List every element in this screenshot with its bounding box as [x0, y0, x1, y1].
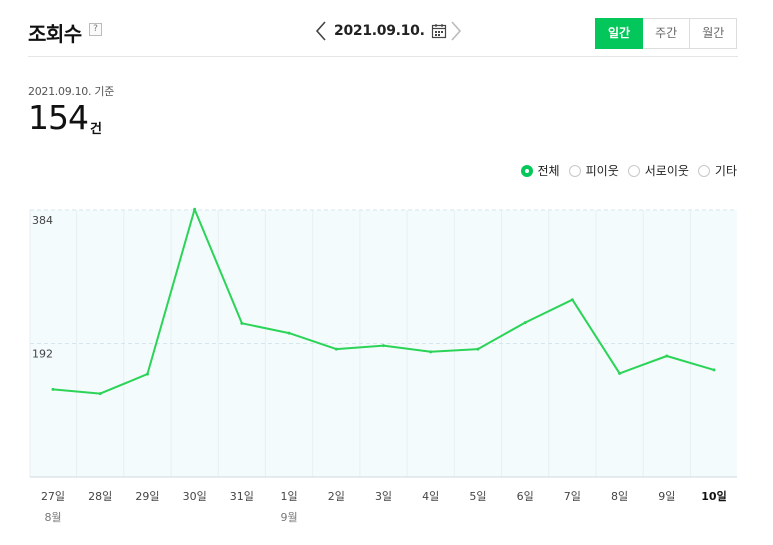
- date-navigator: 2021.09.10.: [312, 16, 465, 46]
- x-tick-label: 8일: [611, 489, 628, 503]
- header-divider: [28, 56, 738, 57]
- tab-daily[interactable]: 일간: [595, 18, 644, 49]
- data-point: [287, 331, 291, 335]
- data-point: [145, 372, 149, 376]
- data-point: [523, 321, 527, 325]
- x-tick-label: 10일: [701, 489, 726, 503]
- chevron-left-icon: [315, 21, 326, 41]
- data-point: [193, 207, 197, 211]
- y-tick-label: 192: [32, 348, 53, 361]
- page-title: 조회수: [28, 22, 82, 46]
- data-point: [51, 387, 55, 391]
- radio-checked-icon: [520, 164, 533, 177]
- x-tick-label: 31일: [230, 489, 254, 503]
- chevron-right-icon: [450, 21, 461, 41]
- data-point: [334, 347, 338, 351]
- x-tick-label: 1일: [281, 489, 298, 503]
- data-point: [712, 368, 716, 372]
- help-icon[interactable]: ?: [89, 23, 102, 36]
- radio-icon: [697, 164, 710, 177]
- x-tick-label: 9일: [658, 489, 675, 503]
- legend-item-neighbor[interactable]: 피이웃: [568, 162, 619, 179]
- data-point: [429, 350, 433, 354]
- chart-legend: 전체 피이웃 서로이웃 기타: [512, 162, 737, 179]
- tab-weekly[interactable]: 주간: [643, 18, 691, 49]
- radio-icon: [627, 164, 640, 177]
- data-point: [240, 321, 244, 325]
- next-date-button[interactable]: [447, 16, 465, 46]
- x-tick-label: 6일: [517, 489, 534, 503]
- calendar-icon[interactable]: [431, 23, 447, 39]
- data-point: [618, 371, 622, 375]
- y-tick-label: 384: [32, 214, 53, 227]
- legend-label: 전체: [537, 164, 560, 178]
- data-point: [98, 392, 102, 396]
- x-tick-label: 7일: [564, 489, 581, 503]
- data-point: [570, 298, 574, 302]
- legend-label: 피이웃: [585, 164, 619, 178]
- x-tick-label: 29일: [135, 489, 159, 503]
- x-tick-label: 5일: [469, 489, 486, 503]
- period-tabs: 일간 주간 월간: [595, 18, 738, 49]
- view-count-unit: 건: [90, 122, 102, 137]
- basis-date: 2021.09.10. 기준: [28, 85, 115, 98]
- legend-item-other[interactable]: 기타: [697, 162, 737, 179]
- legend-item-all[interactable]: 전체: [520, 162, 560, 179]
- legend-item-mutual-neighbor[interactable]: 서로이웃: [627, 162, 689, 179]
- data-point: [476, 347, 480, 351]
- x-tick-label: 2일: [328, 489, 345, 503]
- current-date[interactable]: 2021.09.10.: [334, 23, 425, 39]
- legend-label: 기타: [714, 164, 737, 178]
- x-tick-label: 27일: [41, 489, 65, 503]
- x-tick-label: 4일: [422, 489, 439, 503]
- x-tick-label: 30일: [183, 489, 207, 503]
- x-tick-label: 3일: [375, 489, 392, 503]
- radio-icon: [568, 164, 581, 177]
- month-label: 8월: [44, 511, 61, 524]
- legend-label: 서로이웃: [644, 164, 689, 178]
- x-tick-label: 28일: [88, 489, 112, 503]
- view-count: 154: [28, 98, 89, 137]
- tab-monthly[interactable]: 월간: [690, 18, 738, 49]
- data-point: [382, 344, 385, 348]
- prev-date-button[interactable]: [312, 16, 330, 46]
- data-point: [665, 354, 669, 358]
- month-label: 9월: [281, 511, 298, 524]
